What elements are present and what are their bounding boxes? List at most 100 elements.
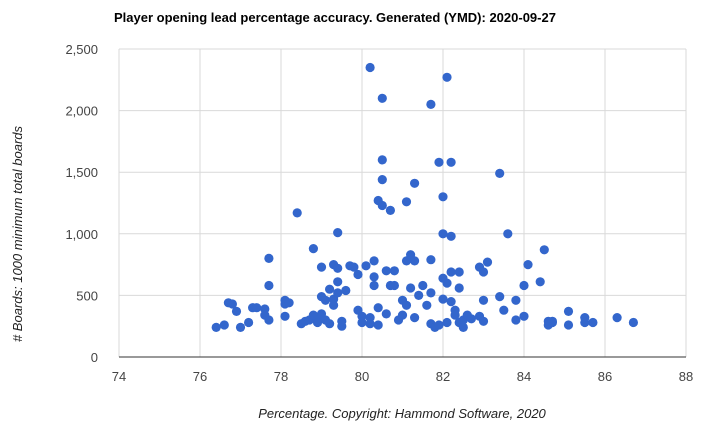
data-point [397,310,408,320]
data-point [588,317,598,328]
data-point [329,300,339,310]
data-point [426,255,436,265]
data-point [333,228,343,238]
data-point [227,299,237,309]
chart-title: Player opening lead percentage accuracy.… [114,10,556,25]
data-point [511,315,521,325]
data-point [373,303,383,313]
data-point [511,295,521,305]
data-point [264,253,274,263]
grid-lines [118,48,687,358]
data-point [454,283,464,293]
data-point [365,319,375,329]
data-point [389,266,399,276]
data-point [410,313,420,323]
data-point [547,316,558,326]
data-point [482,257,493,267]
x-tick-label: 80 [355,369,369,384]
data-point [325,284,335,294]
data-point [292,208,302,218]
data-point [389,280,399,291]
x-tick-label: 74 [112,369,126,384]
data-point [442,317,452,328]
data-point [410,178,420,188]
data-point [308,244,318,254]
data-point [252,303,262,313]
data-point [333,263,343,273]
data-point [426,99,436,109]
data-point [377,200,387,211]
data-point [341,285,351,296]
x-tick-label: 84 [517,369,531,384]
x-tick-label: 76 [193,369,207,384]
data-point [478,267,489,277]
data-point [401,300,412,310]
y-tick-label: 1,500 [65,165,98,180]
data-point [381,266,391,276]
data-point [369,280,379,291]
data-point [410,256,420,266]
data-point [361,261,371,271]
data-point [406,283,416,293]
data-point [333,277,343,287]
y-tick-label: 0 [91,350,98,365]
data-point [628,317,639,328]
data-point [369,272,379,282]
data-point [353,269,363,280]
tick-labels: 74 76 78 80 82 84 86 88 0 500 1,000 1,500 2,000 2,500 [65,42,693,384]
data-point [381,309,391,319]
data-point [320,295,331,305]
data-point [495,292,505,302]
data-point [418,280,428,291]
data-point [385,205,395,215]
x-axis-title: Percentage. Copyright: Hammond Software,… [258,406,546,421]
data-point [434,320,444,330]
data-point [373,320,383,330]
data-point [478,316,489,326]
data-point [454,267,464,277]
data-point [316,262,327,272]
data-point [563,320,574,330]
data-point [458,322,468,332]
y-tick-label: 2,500 [65,42,98,57]
data-point [446,231,456,241]
data-point [478,295,489,305]
y-tick-label: 2,000 [65,104,98,119]
y-tick-label: 500 [76,288,98,303]
data-point [325,319,335,329]
data-point [580,317,590,328]
data-point [446,157,456,167]
data-point [519,311,529,321]
data-point [495,168,505,178]
y-tick-label: 1,000 [65,227,98,242]
data-point [446,297,456,307]
y-axis-title: # Boards: 1000 minimum total boards [10,125,25,342]
data-point [519,280,529,291]
data-point [426,288,436,298]
data-point [357,311,367,321]
data-point [499,305,509,315]
data-point [414,290,424,300]
data-point [535,277,545,287]
data-point [211,322,221,332]
data-point [438,294,448,304]
data-point [523,260,533,270]
data-point [219,320,229,330]
data-point [264,280,274,291]
data-point [434,157,444,167]
data-point [466,314,476,324]
data-point [333,288,343,298]
data-point [539,245,549,255]
data-point [442,278,452,288]
data-point [377,155,387,165]
x-tick-label: 78 [274,369,288,384]
data-point [446,267,456,277]
data-point [401,197,412,207]
data-point [422,300,432,310]
data-points [211,62,639,332]
data-point [438,229,448,239]
x-tick-label: 86 [598,369,612,384]
data-point [369,256,379,266]
